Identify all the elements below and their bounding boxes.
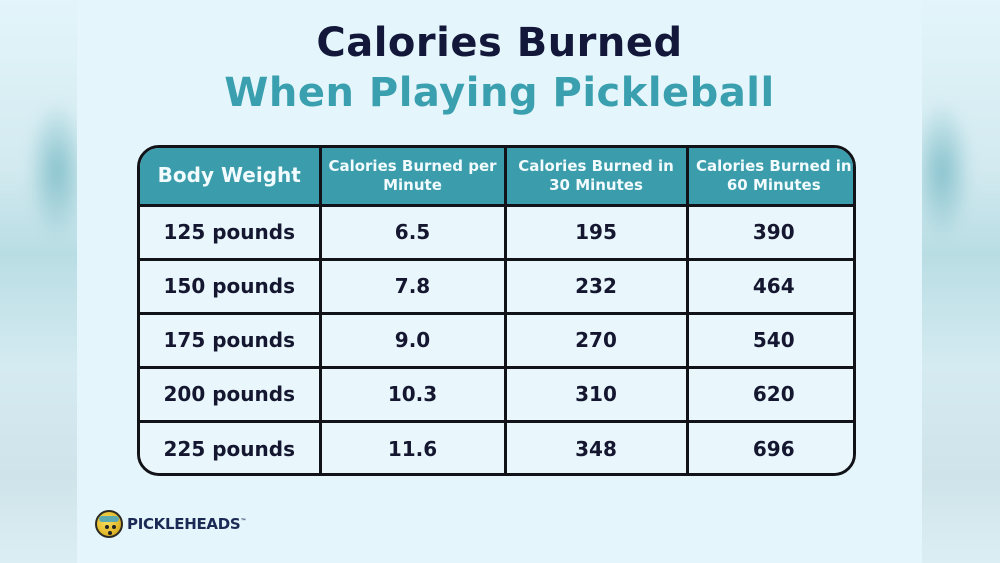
- logo-text: PICKLEHEADS: [127, 515, 241, 533]
- infographic-panel: Calories Burned When Playing Pickleball …: [77, 0, 922, 563]
- header-30-minutes: Calories Burned in 30 Minutes: [503, 148, 689, 207]
- cell-30-minutes: 270: [503, 311, 689, 369]
- cell-60-minutes: 464: [685, 257, 853, 315]
- right-blurred-backdrop: [912, 0, 1000, 563]
- cell-body-weight: 175 pounds: [140, 311, 322, 369]
- table-row: 225 pounds 11.6 348 696: [140, 419, 853, 473]
- cell-per-minute: 10.3: [318, 365, 507, 423]
- pickleball-mascot-icon: [95, 510, 123, 538]
- cell-body-weight: 125 pounds: [140, 203, 322, 261]
- cell-60-minutes: 540: [685, 311, 853, 369]
- table-row: 200 pounds 10.3 310 620: [140, 365, 853, 423]
- title-secondary: When Playing Pickleball: [224, 70, 775, 116]
- cell-60-minutes: 620: [685, 365, 853, 423]
- cell-per-minute: 11.6: [318, 419, 507, 473]
- calories-table-container: Body Weight Calories Burned per Minute C…: [137, 145, 856, 476]
- trademark-symbol: ™: [240, 518, 247, 525]
- cell-body-weight: 150 pounds: [140, 257, 322, 315]
- calories-table: Body Weight Calories Burned per Minute C…: [140, 148, 853, 473]
- table-header-row: Body Weight Calories Burned per Minute C…: [140, 148, 853, 207]
- cell-60-minutes: 390: [685, 203, 853, 261]
- cell-per-minute: 9.0: [318, 311, 507, 369]
- table-row: 125 pounds 6.5 195 390: [140, 203, 853, 261]
- cell-30-minutes: 232: [503, 257, 689, 315]
- cell-30-minutes: 310: [503, 365, 689, 423]
- cell-body-weight: 225 pounds: [140, 419, 322, 473]
- cell-30-minutes: 348: [503, 419, 689, 473]
- header-body-weight: Body Weight: [140, 148, 322, 207]
- header-per-minute: Calories Burned per Minute: [318, 148, 507, 207]
- table-row: 175 pounds 9.0 270 540: [140, 311, 853, 369]
- cell-body-weight: 200 pounds: [140, 365, 322, 423]
- backdrop-glow: [912, 100, 972, 240]
- cell-per-minute: 6.5: [318, 203, 507, 261]
- cell-30-minutes: 195: [503, 203, 689, 261]
- header-60-minutes: Calories Burned in 60 Minutes: [685, 148, 853, 207]
- cell-per-minute: 7.8: [318, 257, 507, 315]
- title-primary: Calories Burned: [316, 20, 683, 66]
- table-row: 150 pounds 7.8 232 464: [140, 257, 853, 315]
- cell-60-minutes: 696: [685, 419, 853, 473]
- left-blurred-backdrop: [0, 0, 87, 563]
- logo-wordmark: PICKLEHEADS™: [127, 515, 246, 533]
- pickleheads-logo: PICKLEHEADS™: [95, 510, 246, 538]
